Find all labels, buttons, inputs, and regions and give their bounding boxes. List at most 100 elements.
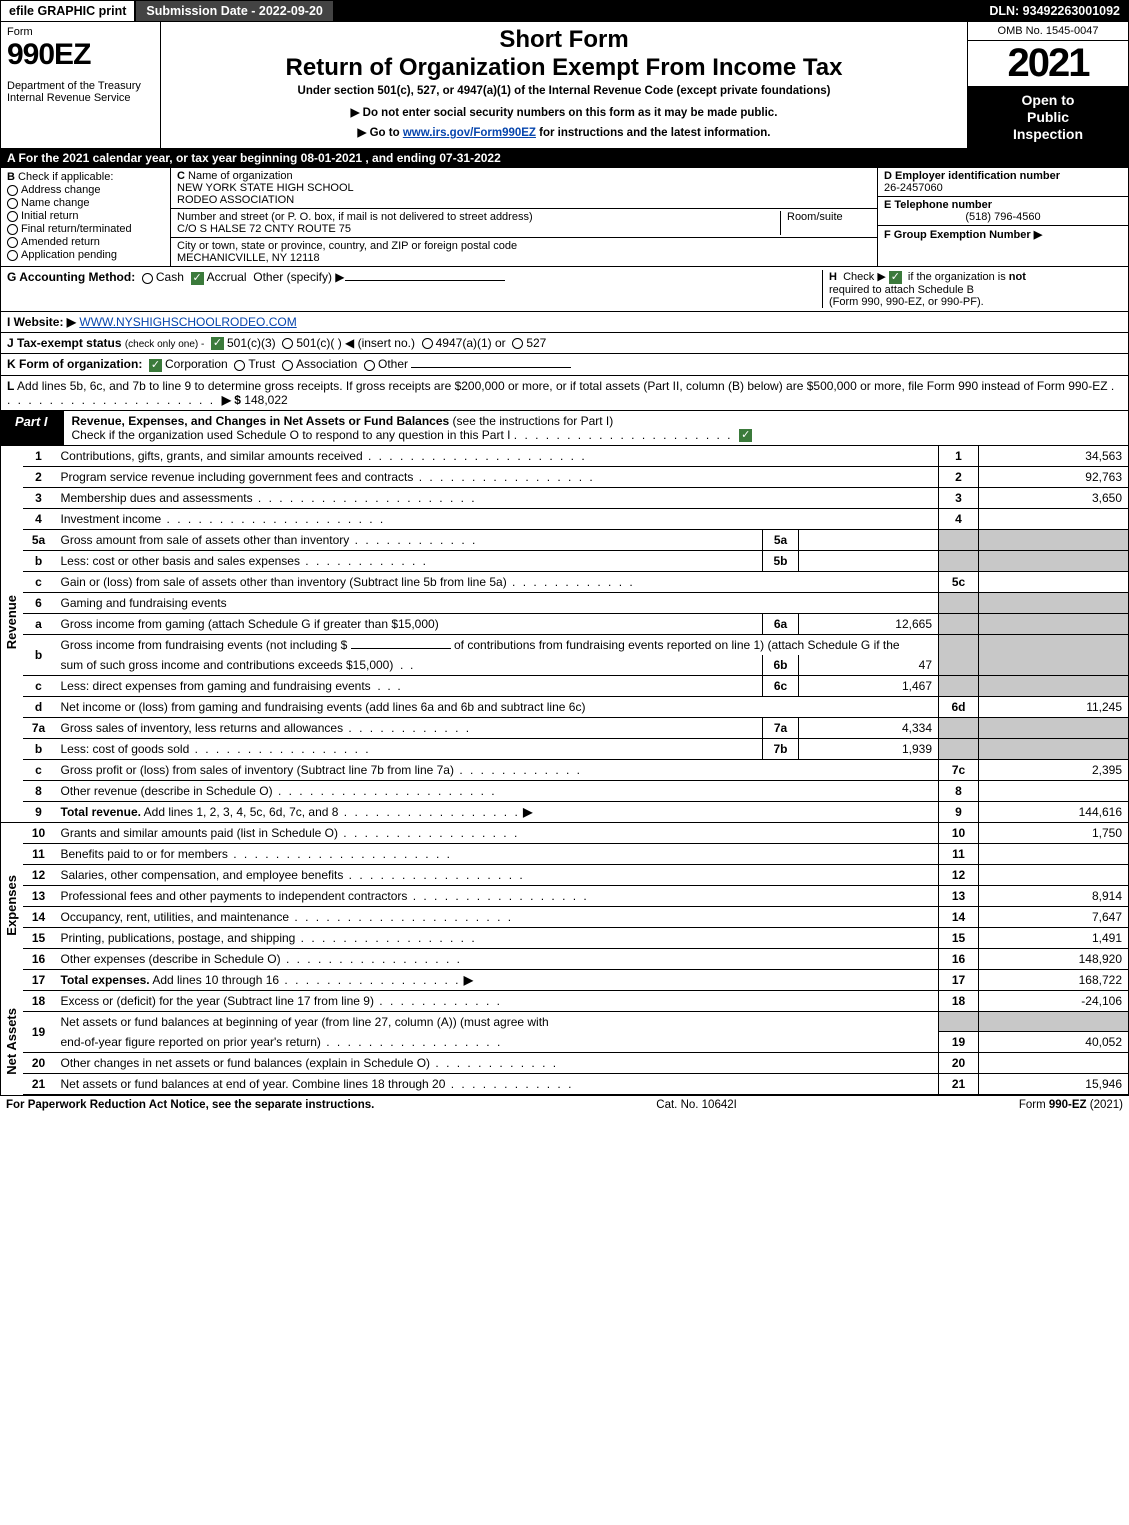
grey-box	[979, 738, 1129, 759]
chk-final-return[interactable]: Final return/terminated	[7, 223, 164, 235]
dots	[374, 994, 502, 1008]
dots	[338, 826, 519, 840]
footer-form-pre: Form	[1019, 1099, 1049, 1111]
g-other-input[interactable]	[345, 280, 505, 281]
checkbox-checked-icon[interactable]: ✓	[211, 337, 224, 350]
open-inspection: Open to Public Inspection	[968, 86, 1128, 148]
circle-icon	[7, 224, 18, 235]
grey-box	[939, 592, 979, 613]
header-right: OMB No. 1545-0047 2021 Open to Public In…	[968, 22, 1128, 148]
chk-application-pending[interactable]: Application pending	[7, 249, 164, 261]
checkbox-checked-icon[interactable]: ✓	[149, 359, 162, 372]
ln-box: 13	[939, 885, 979, 906]
ln-box: 18	[939, 990, 979, 1011]
chk-name-change[interactable]: Name change	[7, 197, 164, 209]
col-b: B Check if applicable: Address change Na…	[1, 168, 171, 266]
irs-label: Internal Revenue Service	[7, 92, 154, 104]
subdate-label: Submission Date -	[146, 4, 259, 18]
chk-initial-return[interactable]: Initial return	[7, 210, 164, 222]
ln-num: 6	[23, 592, 55, 613]
ln-num: 20	[23, 1053, 55, 1074]
col-def: D Employer identification number 26-2457…	[878, 168, 1128, 266]
checkbox-checked-icon[interactable]: ✓	[739, 429, 752, 442]
ln-box: 8	[939, 780, 979, 801]
contrib-input[interactable]	[351, 648, 451, 649]
ln-num: b	[23, 634, 55, 675]
ln-val: 144,616	[979, 801, 1129, 822]
ln-val	[979, 571, 1129, 592]
row-l-gross: L Add lines 5b, 6c, and 7b to line 9 to …	[0, 376, 1129, 411]
ln-num: c	[23, 675, 55, 696]
j-501c: 501(c)( ) ◀ (insert no.)	[296, 336, 415, 350]
circle-icon[interactable]	[282, 338, 293, 349]
circle-icon[interactable]	[364, 360, 375, 371]
submission-date: Submission Date - 2022-09-20	[136, 1, 334, 21]
ln-box: 9	[939, 801, 979, 822]
side-netassets: Net Assets	[1, 990, 23, 1095]
line-19b: end-of-year figure reported on prior yea…	[1, 1032, 1129, 1053]
line-15: 15 Printing, publications, postage, and …	[1, 927, 1129, 948]
circle-icon[interactable]	[234, 360, 245, 371]
ln-val: 1,491	[979, 927, 1129, 948]
circle-icon[interactable]	[282, 360, 293, 371]
under-section: Under section 501(c), 527, or 4947(a)(1)…	[167, 85, 961, 97]
line-20: 20 Other changes in net assets or fund b…	[1, 1053, 1129, 1074]
checkbox-checked-icon[interactable]: ✓	[191, 272, 204, 285]
chk-address-change[interactable]: Address change	[7, 184, 164, 196]
g-label: G Accounting Method:	[7, 270, 135, 284]
footer-left: For Paperwork Reduction Act Notice, see …	[6, 1099, 374, 1111]
tax-year: 2021	[968, 41, 1128, 86]
ln-desc: Less: cost or other basis and sales expe…	[61, 554, 300, 568]
chk-label: Application pending	[21, 249, 117, 261]
page-footer: For Paperwork Reduction Act Notice, see …	[0, 1095, 1129, 1114]
subdate-value: 2022-09-20	[259, 4, 323, 18]
dots	[228, 847, 452, 861]
ln-desc: Gross profit or (loss) from sales of inv…	[61, 763, 454, 777]
ln-desc: Gross amount from sale of assets other t…	[61, 533, 350, 547]
h-not: not	[1009, 271, 1026, 283]
circle-icon[interactable]	[512, 338, 523, 349]
ln-num: b	[23, 550, 55, 571]
line-5b: b Less: cost or other basis and sales ex…	[1, 550, 1129, 571]
ln-val: -24,106	[979, 990, 1129, 1011]
checkbox-checked-icon[interactable]: ✓	[889, 271, 902, 284]
circle-icon[interactable]	[422, 338, 433, 349]
form-word: Form	[7, 26, 154, 38]
dots	[349, 533, 477, 547]
line-6a: a Gross income from gaming (attach Sched…	[1, 613, 1129, 634]
grey-box	[939, 634, 979, 675]
ln-num: 12	[23, 864, 55, 885]
netassets-label: Net Assets	[4, 1004, 19, 1079]
website-link[interactable]: WWW.NYSHIGHSCHOOLRODEO.COM	[79, 315, 296, 329]
grey-box	[979, 675, 1129, 696]
line-9: 9 Total revenue. Add lines 1, 2, 3, 4, 5…	[1, 801, 1129, 822]
circle-icon[interactable]	[142, 273, 153, 284]
ln-desc: Gross income from gaming (attach Schedul…	[61, 617, 439, 631]
ln-num: 3	[23, 487, 55, 508]
chk-amended-return[interactable]: Amended return	[7, 236, 164, 248]
ln-num: 16	[23, 948, 55, 969]
ln-box: 16	[939, 948, 979, 969]
ln-desc2: of contributions from fundraising events…	[454, 638, 900, 652]
open-line1: Open to	[972, 92, 1124, 109]
arrow-icon: ▶	[1034, 229, 1042, 241]
ln-num: 21	[23, 1074, 55, 1095]
efile-label[interactable]: efile GRAPHIC print	[1, 1, 136, 21]
dots	[338, 805, 519, 819]
row-j-status: J Tax-exempt status (check only one) - ✓…	[0, 333, 1129, 354]
irs-link[interactable]: www.irs.gov/Form990EZ	[403, 127, 536, 139]
dots	[343, 868, 524, 882]
org-name-1: NEW YORK STATE HIGH SCHOOL	[177, 182, 354, 194]
ln-desc: end-of-year figure reported on prior yea…	[61, 1035, 321, 1049]
ln-num: 15	[23, 927, 55, 948]
form-number: 990EZ	[7, 38, 154, 72]
dots	[161, 512, 385, 526]
ln-box: 7c	[939, 759, 979, 780]
ln-num: 4	[23, 508, 55, 529]
k-other-input[interactable]	[411, 367, 571, 368]
line-6c: c Less: direct expenses from gaming and …	[1, 675, 1129, 696]
org-name-block: C Name of organization NEW YORK STATE HI…	[171, 168, 877, 209]
footer-form-post: (2021)	[1087, 1099, 1123, 1111]
chk-label: Name change	[21, 197, 90, 209]
ln-num: 18	[23, 990, 55, 1011]
